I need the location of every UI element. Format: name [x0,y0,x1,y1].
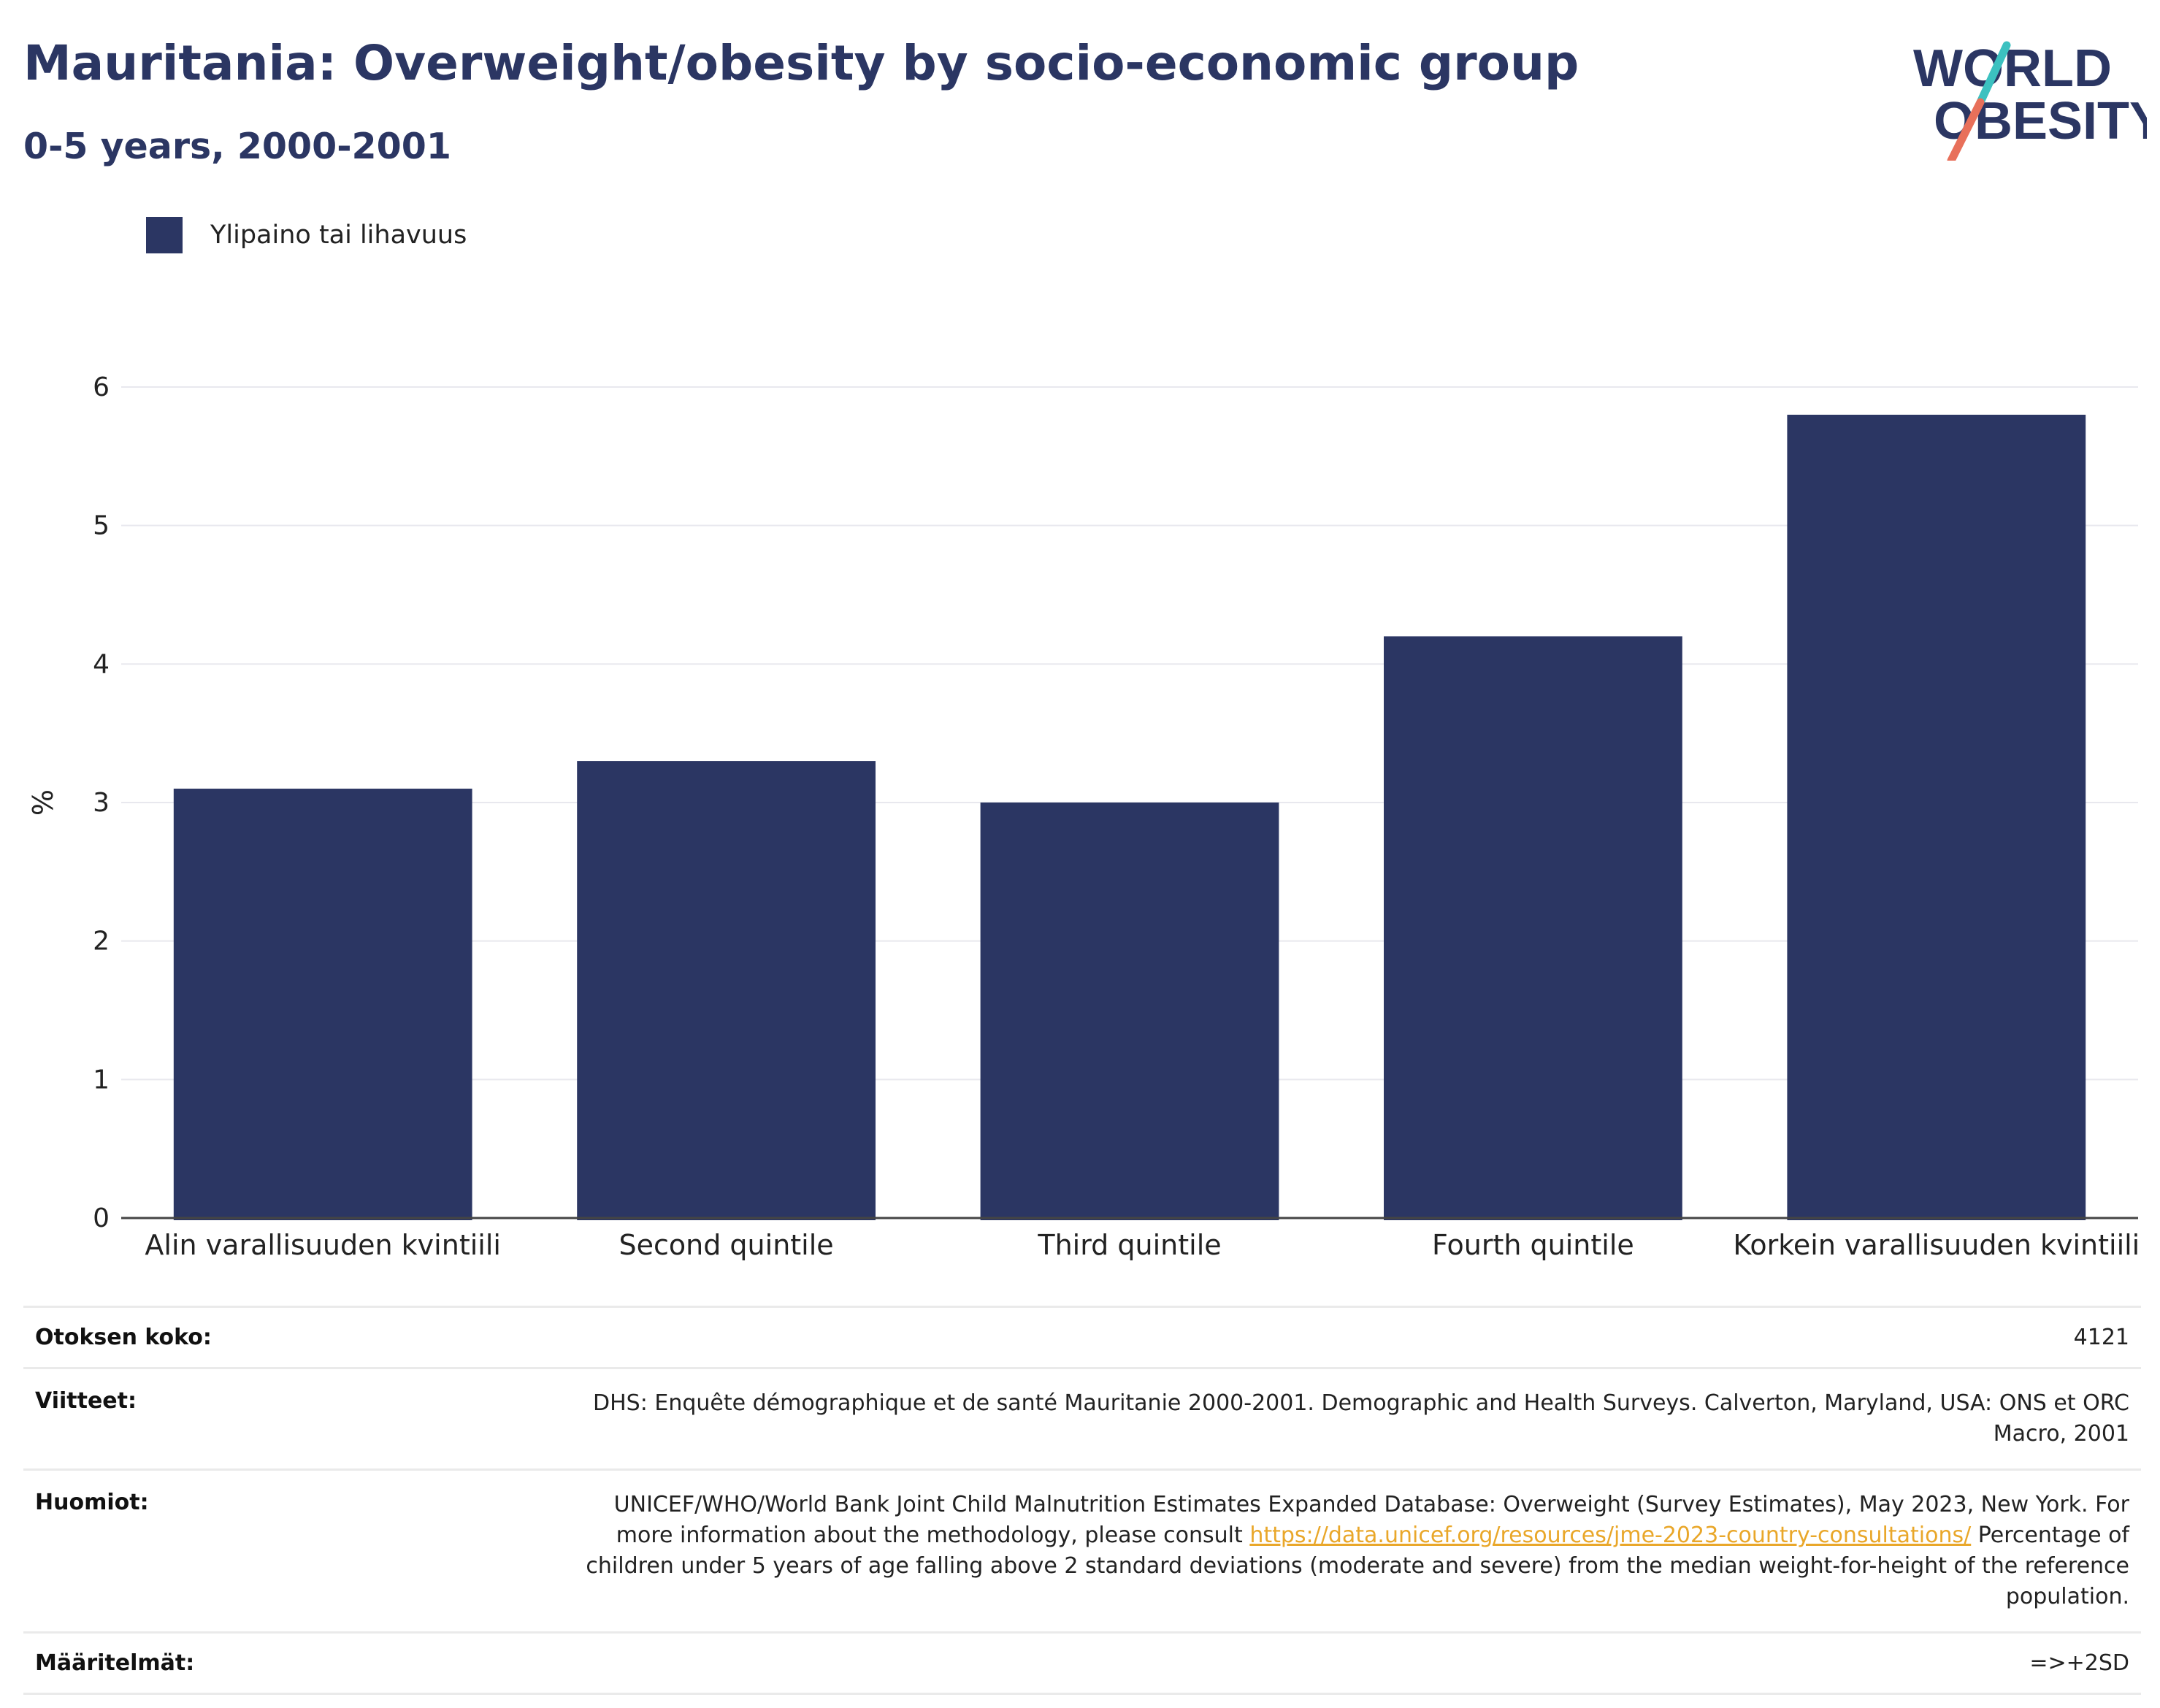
notes-label: Huomiot: [35,1490,149,1515]
notes-link[interactable]: https://data.unicef.org/resources/jme-20… [1249,1523,1972,1548]
y-tick-label: 1 [93,1065,110,1095]
logo-text-world: WORLD [1913,39,2112,98]
legend-swatch [146,217,183,253]
bar [1384,636,1682,1220]
x-tick-label: Second quintile [619,1229,834,1261]
x-tick-label: Third quintile [1037,1229,1221,1261]
page-subtitle: 0-5 years, 2000-2001 [23,126,451,167]
notes-text-2: Percentage of children under 5 years of … [586,1523,2129,1609]
bar [577,761,876,1220]
info-table: Otoksen koko: 4121 Viitteet: DHS: Enquêt… [23,1306,2141,1695]
x-tick-label: Alin varallisuuden kvintiili [145,1229,501,1261]
definitions-value: =>+2SD [2029,1650,2129,1676]
page-title: Mauritania: Overweight/obesity by socio-… [23,35,1579,91]
bar [980,803,1279,1220]
notes-value: UNICEF/WHO/World Bank Joint Child Malnut… [574,1490,2129,1612]
sample-size-value: 4121 [2073,1324,2129,1350]
y-tick-label: 0 [93,1203,110,1233]
table-row-references: Viitteet: DHS: Enquête démographique et … [23,1369,2141,1471]
x-tick-label: Fourth quintile [1432,1229,1634,1261]
references-value: DHS: Enquête démographique et de santé M… [593,1390,2129,1447]
chart-legend: Ylipaino tai lihavuus [146,216,467,254]
y-tick-label: 3 [93,788,110,818]
world-obesity-logo: WORLD OBESITY [1913,39,2147,161]
bar [1787,414,2086,1220]
legend-label: Ylipaino tai lihavuus [210,221,467,250]
table-row-notes: Huomiot: UNICEF/WHO/World Bank Joint Chi… [23,1471,2141,1634]
table-row-definitions: Määritelmät: =>+2SD [23,1634,2141,1695]
y-tick-label: 2 [93,927,110,957]
y-tick-label: 5 [93,511,110,541]
definitions-label: Määritelmät: [35,1650,195,1676]
table-row-sample-size: Otoksen koko: 4121 [23,1308,2141,1369]
y-tick-label: 4 [93,649,110,679]
notes-text-1: UNICEF/WHO/World Bank Joint Child Malnut… [613,1492,2129,1548]
bar-chart: 0 1 2 3 4 5 6% Alin varallisuuden kvintiili Seco… [27,372,2140,1261]
x-tick-label: Korkein varallisuuden kvintiili [1733,1229,2140,1261]
logo-slash-bottom [1947,98,1985,161]
y-tick-label: 6 [93,372,110,402]
sample-size-label: Otoksen koko: [35,1325,212,1350]
logo-slash-top [1976,41,2011,107]
y-axis-label: % [27,789,59,816]
bar [173,789,472,1220]
references-label: Viitteet: [35,1388,137,1414]
